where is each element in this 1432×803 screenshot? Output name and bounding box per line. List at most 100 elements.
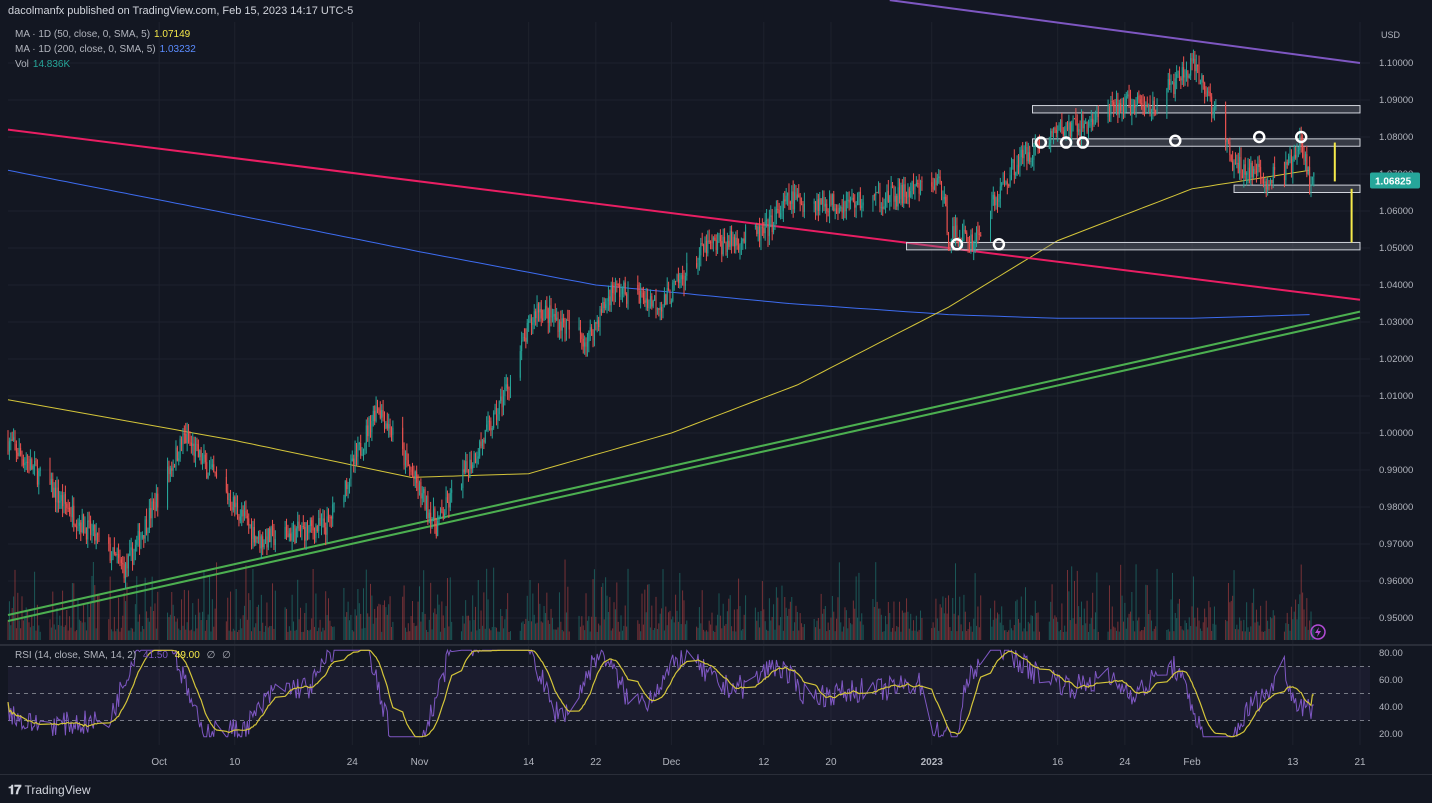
volume-bar bbox=[1075, 623, 1077, 640]
volume-bar bbox=[1016, 599, 1018, 640]
volume-bar bbox=[1064, 625, 1066, 640]
volume-bar bbox=[556, 629, 558, 640]
candle-body bbox=[382, 410, 384, 417]
candle-body bbox=[225, 476, 227, 492]
candle-body bbox=[1295, 154, 1297, 158]
candle-body bbox=[826, 203, 828, 212]
volume-bar bbox=[350, 614, 352, 640]
candle-body bbox=[1303, 157, 1305, 162]
volume-bar bbox=[509, 631, 511, 640]
candle-body bbox=[183, 433, 185, 435]
legend-rsi-value: 41.50 bbox=[142, 650, 168, 661]
candle-body bbox=[697, 260, 699, 267]
volume-bar bbox=[834, 631, 836, 640]
candle-body bbox=[830, 195, 832, 206]
candle-body bbox=[369, 417, 371, 433]
tradingview-brand: TradingView bbox=[24, 783, 91, 797]
volume-bar bbox=[637, 620, 639, 640]
candle-body bbox=[1009, 175, 1011, 187]
legend-ma50[interactable]: MA · 1D (50, close, 0, SMA, 5) 1.07149 bbox=[15, 29, 190, 40]
candle-body bbox=[448, 502, 450, 508]
candle-body bbox=[1239, 157, 1241, 174]
volume-bar bbox=[1202, 622, 1204, 640]
candle-body bbox=[782, 199, 784, 211]
volume-bar bbox=[1111, 606, 1113, 640]
candle-body bbox=[362, 450, 364, 455]
volume-bar bbox=[134, 604, 136, 640]
volume-bar bbox=[1236, 624, 1238, 640]
price-zones[interactable] bbox=[906, 105, 1361, 251]
candle-body bbox=[745, 226, 747, 243]
candle-body bbox=[787, 192, 789, 196]
candle-body bbox=[364, 443, 366, 451]
volume-bar bbox=[1268, 628, 1270, 640]
volume-bar bbox=[442, 615, 444, 640]
candle-body bbox=[333, 502, 335, 505]
candle-body bbox=[879, 192, 881, 208]
volume-bar bbox=[379, 604, 381, 640]
candle-body bbox=[780, 213, 782, 218]
chart-canvas[interactable]: USD1.100001.090001.080001.070001.060001.… bbox=[0, 0, 1432, 774]
candle-body bbox=[232, 496, 234, 511]
candle-body bbox=[739, 243, 741, 250]
volume-bar bbox=[624, 605, 626, 640]
volume-bar bbox=[739, 606, 741, 640]
candle-body bbox=[1272, 166, 1274, 184]
candle-body bbox=[38, 470, 40, 485]
candle-body bbox=[1274, 166, 1276, 170]
candle-body bbox=[50, 478, 52, 485]
volume-bar bbox=[662, 569, 664, 640]
volume-bar bbox=[94, 585, 96, 640]
candle-body bbox=[8, 441, 10, 452]
candle-body bbox=[1191, 58, 1193, 62]
candle-body bbox=[682, 275, 684, 280]
candle-body bbox=[824, 203, 826, 207]
candle-body bbox=[323, 518, 325, 528]
volume-bar bbox=[813, 618, 815, 640]
candle-body bbox=[833, 194, 835, 211]
volume-bar bbox=[195, 614, 197, 640]
annotations[interactable] bbox=[950, 130, 1353, 640]
volume-bar bbox=[144, 577, 146, 640]
legend-rsi[interactable]: RSI (14, close, SMA, 14, 2) 41.50 49.00 … bbox=[15, 650, 231, 661]
volume-bar bbox=[147, 617, 149, 640]
candle-body bbox=[876, 192, 878, 194]
volume-bar bbox=[267, 627, 269, 640]
volume-bar bbox=[1178, 598, 1180, 640]
tradingview-logo[interactable]: 𝟏𝟕 TradingView bbox=[8, 782, 91, 798]
candle-body bbox=[638, 290, 640, 304]
legend-ma200[interactable]: MA · 1D (200, close, 0, SMA, 5) 1.03232 bbox=[15, 44, 196, 55]
volume-bar bbox=[675, 594, 677, 640]
candle-body bbox=[616, 283, 618, 285]
volume-bar bbox=[174, 616, 176, 640]
volume-bar bbox=[830, 617, 832, 640]
candle-body bbox=[1092, 118, 1094, 125]
candle-body bbox=[523, 336, 525, 338]
candle-body bbox=[354, 450, 356, 465]
candle-body bbox=[315, 526, 317, 539]
volume-bar bbox=[910, 613, 912, 640]
trendlines[interactable] bbox=[7, 0, 1361, 622]
volume-bar bbox=[780, 617, 782, 640]
candle-body bbox=[410, 469, 412, 472]
volume-bar bbox=[168, 617, 170, 640]
candle-body bbox=[74, 525, 76, 527]
candle-body bbox=[251, 524, 253, 540]
candle-body bbox=[270, 527, 272, 542]
volume-bar bbox=[1234, 629, 1236, 640]
volume-bar bbox=[272, 583, 274, 640]
y-tick-label: 1.03000 bbox=[1379, 317, 1413, 328]
candle-body bbox=[1062, 131, 1064, 136]
candle-body bbox=[711, 242, 713, 244]
volume-bar bbox=[1055, 617, 1057, 640]
volume-bar bbox=[245, 565, 247, 640]
volume-bar bbox=[55, 629, 57, 640]
legend-volume[interactable]: Vol 14.836K bbox=[15, 59, 70, 70]
volume-bar bbox=[448, 626, 450, 640]
candle-body bbox=[1299, 136, 1301, 151]
volume-bar bbox=[921, 617, 923, 640]
candle-body bbox=[1006, 181, 1008, 185]
candle-body bbox=[970, 234, 972, 247]
candle-body bbox=[551, 316, 553, 318]
candle-body bbox=[882, 207, 884, 209]
